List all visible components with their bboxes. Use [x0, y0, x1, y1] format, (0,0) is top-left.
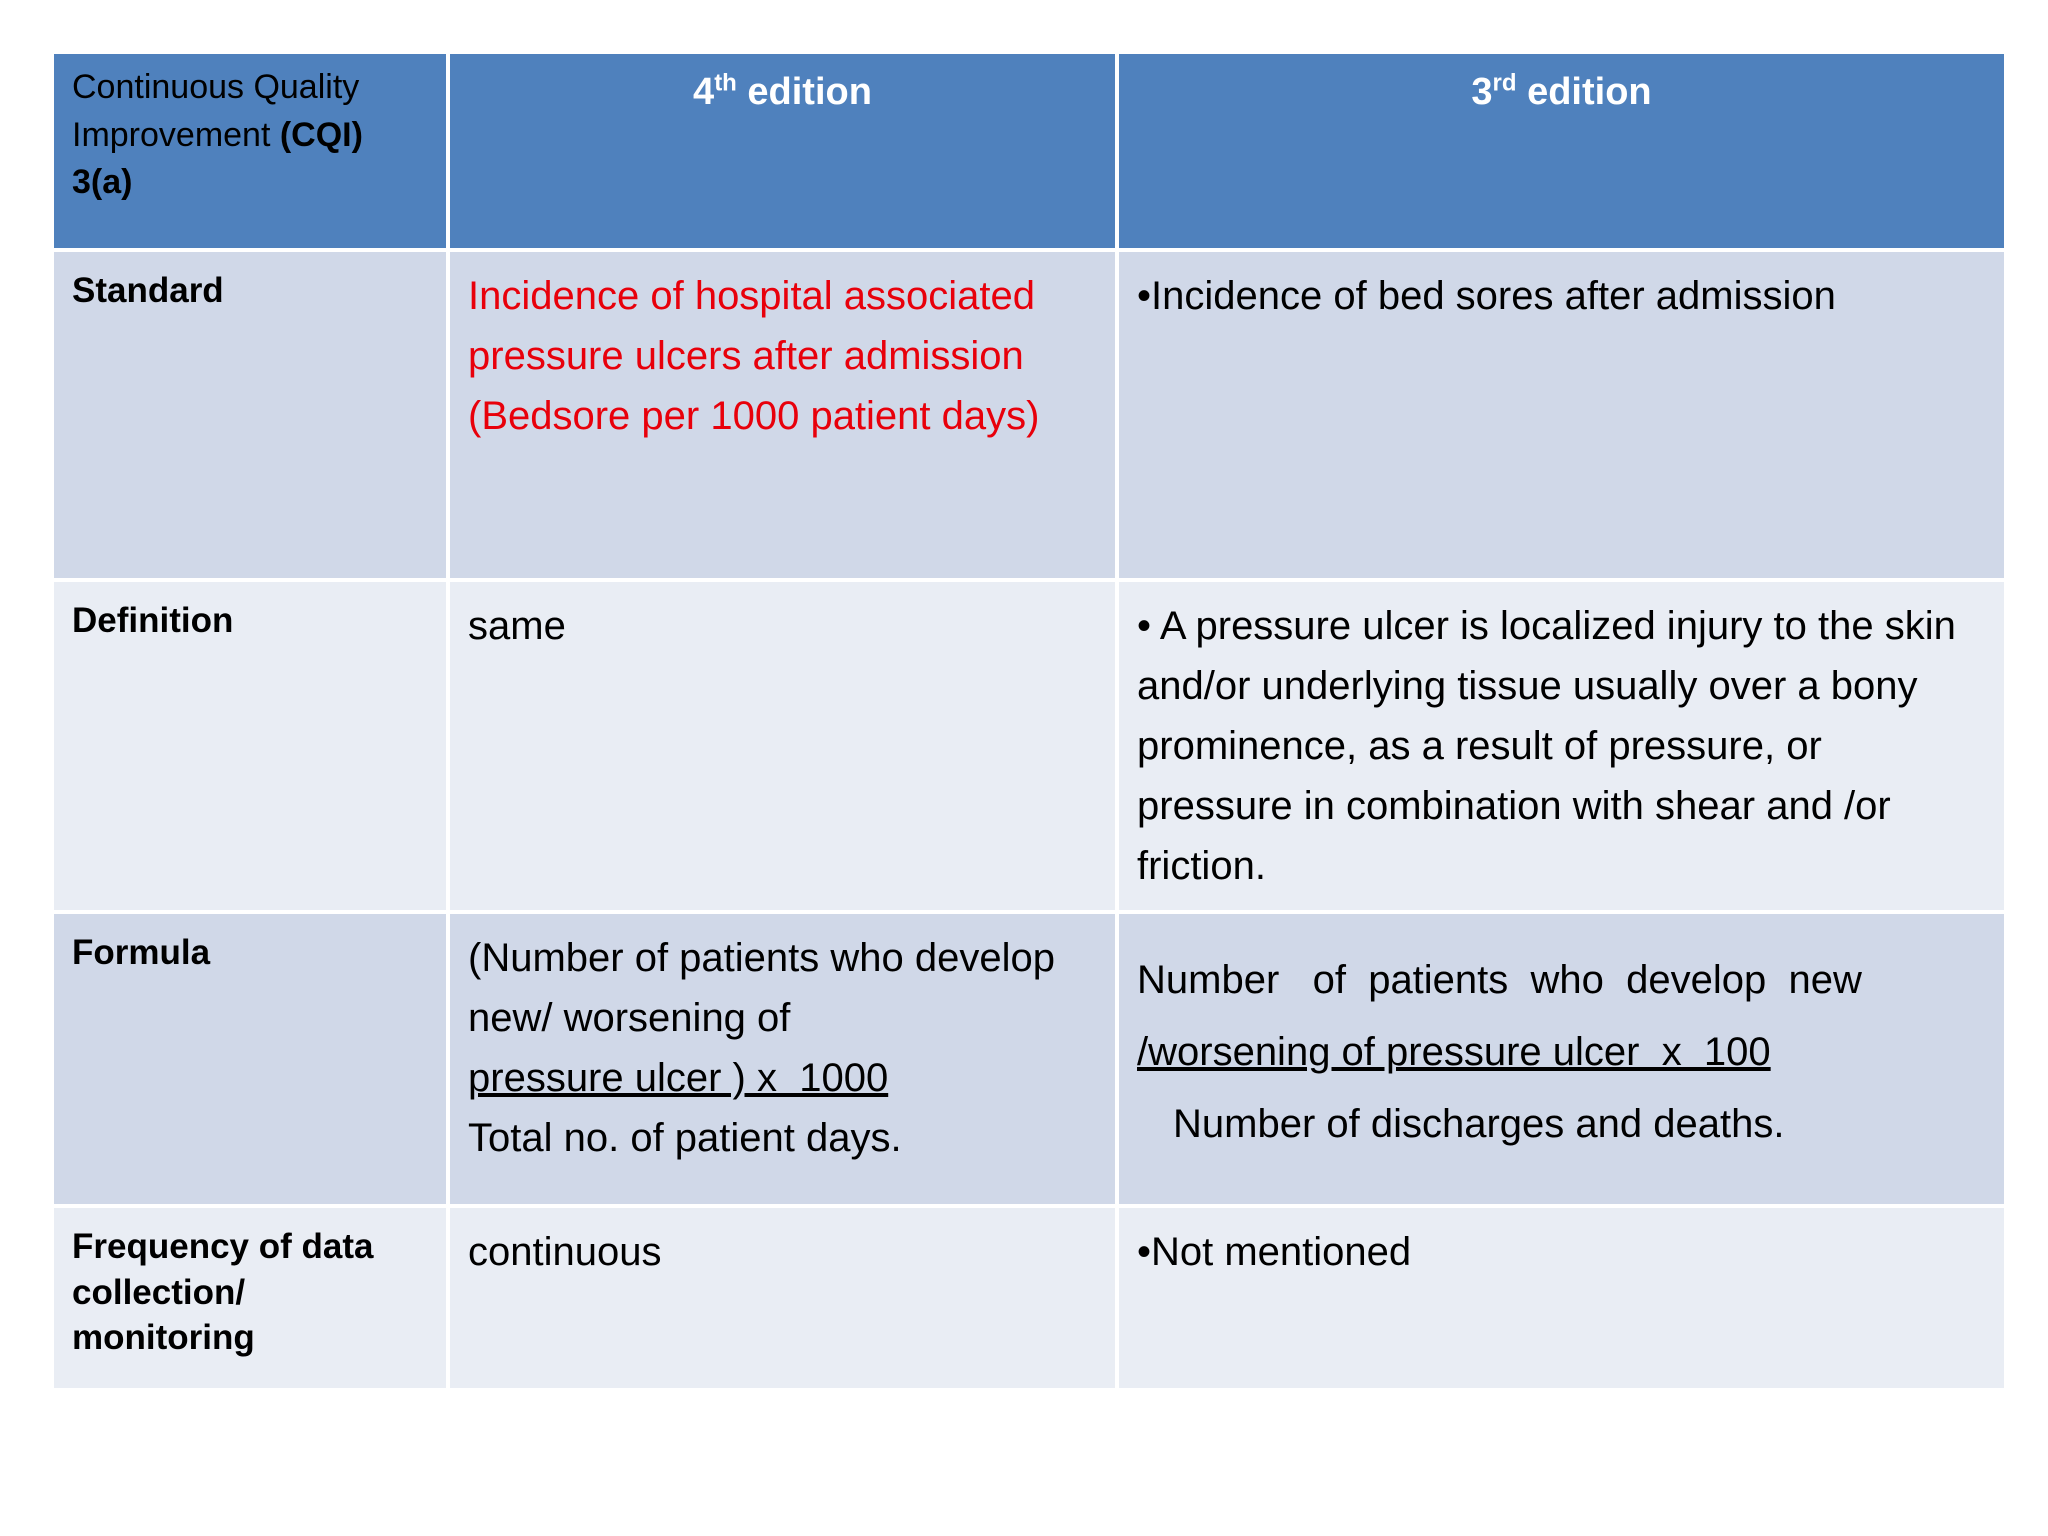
cell: Incidence of hospital associated pressur… — [450, 252, 1115, 578]
topic-text: Continuous Quality Improvement — [72, 68, 360, 154]
cell: same — [450, 582, 1115, 910]
header-cell: 4th edition — [450, 54, 1115, 248]
header-text: rd — [1492, 69, 1517, 97]
header-text: 4 — [693, 71, 715, 113]
header-text: th — [714, 69, 737, 97]
header-text: 3 — [1471, 71, 1493, 113]
topic-text: (CQI) — [279, 115, 363, 154]
topic-text: 3(a) — [72, 163, 133, 202]
formula-line: pressure ulcer ) x 1000 — [468, 1056, 889, 1100]
formula-line: Number of patients who develop new — [1137, 958, 1862, 1002]
formula-line: Number of discharges and deaths. — [1173, 1102, 1785, 1146]
cell: Number of patients who develop new /wors… — [1119, 914, 2004, 1204]
cell: •Not mentioned — [1119, 1208, 2004, 1388]
cell: •Incidence of bed sores after admission — [1119, 252, 2004, 578]
formula-line: Total no. of patient days. — [468, 1116, 902, 1160]
row: Formula (Number of patients who develop … — [54, 914, 2004, 1204]
row: Standard Incidence of hospital associate… — [54, 252, 2004, 578]
row-label: Frequency of data collection/ monitoring — [54, 1208, 446, 1388]
formula-line: /worsening of pressure ulcer x 100 — [1137, 1030, 1771, 1074]
header-cell: 3rd edition — [1119, 54, 2004, 248]
header-text: edition — [1516, 71, 1652, 113]
row: Definition same • A pressure ulcer is lo… — [54, 582, 2004, 910]
cell: continuous — [450, 1208, 1115, 1388]
comparison-table: Continuous Quality Improvement (CQI) 3(a)… — [50, 50, 2008, 1392]
header-row: Continuous Quality Improvement (CQI) 3(a)… — [54, 54, 2004, 248]
row-label: Definition — [54, 582, 446, 910]
row: Frequency of data collection/ monitoring… — [54, 1208, 2004, 1388]
header-cell: Continuous Quality Improvement (CQI) 3(a) — [54, 54, 446, 248]
row-label: Standard — [54, 252, 446, 578]
header-text: edition — [736, 71, 872, 113]
cell: (Number of patients who develop new/ wor… — [450, 914, 1115, 1204]
row-label: Formula — [54, 914, 446, 1204]
cell: • A pressure ulcer is localized injury t… — [1119, 582, 2004, 910]
formula-line: (Number of patients who develop new/ wor… — [468, 936, 1067, 1040]
